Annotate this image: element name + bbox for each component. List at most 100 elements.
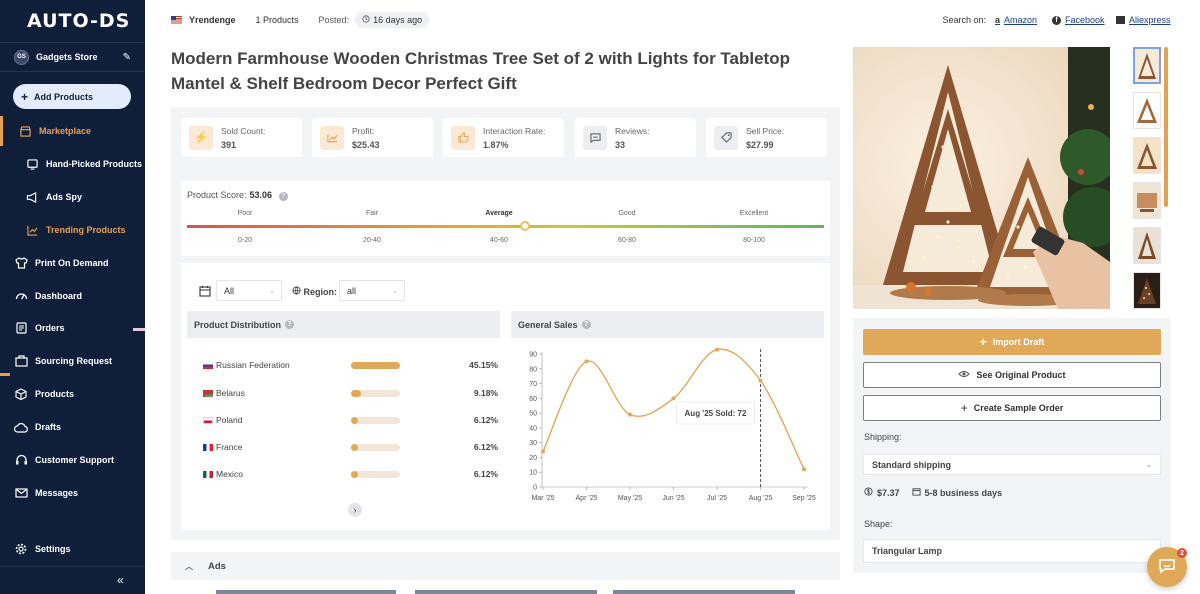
country-name: Russian Federation (216, 360, 290, 370)
country-percent: 6.12% (473, 442, 498, 452)
thumbnail-scrollbar[interactable] (1164, 47, 1168, 207)
product-thumbnail[interactable] (1133, 47, 1161, 84)
shipping-method-select[interactable]: Standard shipping ⌄ (863, 454, 1161, 475)
product-score-label: Product Score: 53.06 ? (187, 190, 288, 201)
store-selector[interactable]: GS Gadgets Store ✎ (0, 42, 145, 72)
see-original-product-button[interactable]: See Original Product (863, 362, 1161, 388)
x-tick-label: Jun '25 (662, 495, 684, 502)
scale-range: 80-100 (743, 237, 765, 244)
sidebar-item-sourcing-request[interactable]: Sourcing Request (0, 350, 145, 372)
scale-fair: Fair (365, 210, 379, 217)
stat-value: 391 (221, 139, 237, 150)
trending-icon (25, 223, 39, 237)
import-draft-label: Import Draft (992, 337, 1045, 347)
y-tick-label: 10 (529, 470, 537, 477)
help-icon[interactable]: ? (285, 320, 294, 329)
add-products-button[interactable]: + Add Products (13, 84, 131, 109)
aliexpress-link-label: Aliexpress (1129, 15, 1171, 25)
ad-thumbnail[interactable] (613, 590, 795, 594)
sidebar-item-label: Ads Spy (46, 192, 83, 202)
collapse-sidebar-button[interactable]: « (117, 573, 124, 587)
sidebar-item-print-on-demand[interactable]: Print On Demand (0, 252, 145, 274)
sidebar-item-ads-spy[interactable]: Ads Spy (0, 186, 145, 208)
scale-range: 0-20 (237, 237, 253, 244)
store-icon (18, 124, 32, 138)
sidebar-item-orders[interactable]: Orders (0, 317, 145, 339)
product-thumbnail[interactable] (1133, 137, 1161, 174)
x-tick-label: Jul '25 (707, 495, 727, 502)
autods-logo[interactable]: AUTO-DS (27, 10, 131, 32)
tag-icon (714, 125, 738, 150)
stat-value: 1.87% (483, 139, 509, 150)
sidebar-item-drafts[interactable]: Drafts (0, 416, 145, 438)
aliexpress-icon (1116, 16, 1125, 24)
product-thumbnail[interactable] (1133, 182, 1161, 219)
product-thumbnail[interactable] (1133, 272, 1161, 309)
progress-bar (351, 389, 400, 397)
shape-option[interactable]: Triangular Lamp (863, 539, 1161, 563)
ads-section-header[interactable]: ︿ Ads (171, 552, 840, 580)
distribution-title: Product Distribution (194, 319, 281, 330)
scale-range: 20-40 (363, 237, 381, 244)
sidebar-item-messages[interactable]: Messages (0, 482, 145, 504)
list-item: Russian Federation 45.15% (203, 358, 498, 372)
mail-icon (14, 486, 28, 500)
stat-value: 33 (615, 139, 626, 150)
ad-thumbnail[interactable] (415, 590, 597, 594)
y-tick-label: 20 (529, 455, 537, 462)
eye-icon (958, 370, 971, 380)
sidebar-item-dashboard[interactable]: Dashboard (0, 285, 145, 307)
facebook-link-label: Facebook (1065, 15, 1105, 25)
region-select[interactable]: all ⌄ (339, 280, 405, 301)
region-value: all (347, 285, 357, 296)
sidebar-item-marketplace[interactable]: Marketplace (0, 120, 145, 142)
facebook-icon: f (1052, 15, 1061, 25)
sidebar-item-trending[interactable]: Trending Products (0, 219, 145, 241)
stat-label: Interaction Rate: (483, 125, 546, 136)
help-icon[interactable]: ? (278, 192, 288, 201)
scale-poor: Poor (237, 210, 253, 217)
chevron-up-icon: ︿ (185, 561, 193, 571)
sidebar-item-settings[interactable]: Settings (0, 538, 145, 560)
scale-excellent: Excellent (739, 210, 769, 217)
aliexpress-link[interactable]: Aliexpress (1116, 15, 1171, 25)
next-page-button[interactable]: › (348, 503, 362, 517)
ad-thumbnail[interactable] (216, 590, 396, 594)
country-percent: 6.12% (473, 469, 498, 479)
chevron-right-icon: › (353, 505, 357, 515)
dollar-icon (864, 487, 873, 498)
product-main-image[interactable] (853, 47, 1110, 309)
create-sample-order-button[interactable]: + Create Sample Order (863, 395, 1161, 421)
chevron-down-icon: ⌄ (392, 287, 398, 295)
pencil-icon[interactable]: ✎ (122, 52, 131, 63)
facebook-link[interactable]: f Facebook (1052, 15, 1105, 25)
import-draft-button[interactable]: + Import Draft (863, 329, 1161, 355)
calendar-icon[interactable] (199, 285, 211, 300)
date-filter-select[interactable]: All ⌄ (216, 280, 282, 301)
sidebar-item-label: Products (35, 389, 75, 399)
sidebar-item-hand-picked[interactable]: Hand-Picked Products (0, 153, 145, 175)
data-point (802, 467, 806, 472)
sidebar-item-products[interactable]: Products (0, 383, 145, 405)
box-icon (14, 387, 28, 401)
posted-value: 16 days ago (373, 15, 423, 25)
y-tick-label: 30 (529, 440, 537, 447)
product-thumbnail[interactable] (1133, 227, 1161, 264)
sidebar-item-label: Settings (35, 544, 71, 554)
score-gradient-bar (187, 225, 824, 228)
chart-tooltip (676, 401, 755, 425)
globe-icon (292, 286, 304, 297)
amazon-link[interactable]: a Amazon (995, 15, 1037, 25)
date-filter-value: All (224, 285, 235, 296)
product-count[interactable]: 1 Products (255, 15, 299, 25)
product-title: Modern Farmhouse Wooden Christmas Tree S… (171, 49, 790, 93)
scroll-indicator (0, 373, 10, 376)
product-thumbnail[interactable] (1133, 92, 1161, 129)
action-panel (853, 318, 1171, 573)
clock-icon (362, 15, 370, 25)
sidebar-item-label: Dashboard (35, 291, 83, 301)
country-name: Belarus (216, 388, 245, 398)
sidebar-item-customer-support[interactable]: Customer Support (0, 449, 145, 471)
help-icon[interactable]: ? (581, 320, 591, 329)
supplier-name[interactable]: Yrendenge (189, 15, 236, 25)
